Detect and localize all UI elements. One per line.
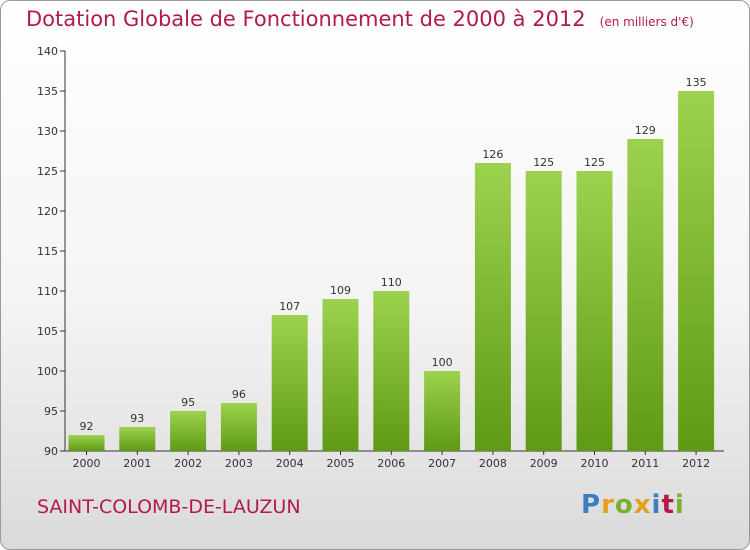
bar-value-label: 109	[330, 284, 351, 297]
chart-title: Dotation Globale de Fonctionnement de 20…	[26, 7, 586, 31]
bar-2006	[373, 291, 410, 451]
x-tick-label: 2003	[225, 457, 253, 470]
bar-value-label: 125	[533, 156, 554, 169]
bar-2009	[525, 171, 562, 451]
x-tick-label: 2007	[428, 457, 456, 470]
bar-value-label: 110	[381, 276, 402, 289]
bar-value-labels: 92 93 95 96 107 109 110 100 126 125 125 129 135	[80, 76, 707, 433]
bar-2001	[119, 427, 156, 451]
proxiti-logo: Proxiti	[581, 490, 685, 520]
y-tick-label: 135	[37, 85, 58, 98]
x-tick-label: 2011	[631, 457, 659, 470]
y-tick-label: 90	[44, 445, 58, 458]
y-axis: 90 95 100 105 110 115 120 125 130 135 140	[37, 45, 66, 458]
commune-name: SAINT-COLOMB-DE-LAUZUN	[37, 496, 301, 518]
x-tick-label: 2005	[327, 457, 355, 470]
bar-value-label: 100	[432, 356, 453, 369]
x-axis: 2000 2001 2002 2003 2004 2005 2006 2007 2008 2009…	[65, 450, 724, 470]
chart-unit: (en milliers d'€)	[599, 15, 694, 29]
x-tick-label: 2008	[479, 457, 507, 470]
x-tick-label: 2009	[530, 457, 558, 470]
bar-2007	[424, 371, 461, 451]
bar-value-label: 107	[279, 300, 300, 313]
y-tick-label: 105	[37, 325, 58, 338]
x-tick-label: 2001	[123, 457, 151, 470]
logo-letter: r	[601, 490, 615, 520]
y-tick-label: 115	[37, 245, 58, 258]
x-tick-label: 2004	[276, 457, 304, 470]
logo-letter: P	[581, 490, 602, 520]
bar-2012	[678, 91, 715, 451]
bar-value-label: 95	[181, 396, 195, 409]
x-tick-label: 2002	[174, 457, 202, 470]
logo-letter: t	[661, 490, 675, 520]
bar-2000	[68, 435, 105, 451]
bar-2004	[271, 315, 308, 451]
bar-value-label: 96	[232, 388, 246, 401]
logo-letter: o	[614, 490, 634, 520]
y-tick-label: 120	[37, 205, 58, 218]
y-tick-label: 110	[37, 285, 58, 298]
chart-title-block: Dotation Globale de Fonctionnement de 20…	[26, 7, 694, 31]
bar-value-label: 125	[584, 156, 605, 169]
x-tick-label: 2006	[377, 457, 405, 470]
bar-2011	[627, 139, 664, 451]
bar-value-label: 92	[80, 420, 94, 433]
x-tick-label: 2012	[682, 457, 710, 470]
x-tick-label: 2010	[581, 457, 609, 470]
bar-2003	[220, 403, 257, 451]
y-tick-label: 95	[44, 405, 58, 418]
y-tick-label: 140	[37, 45, 58, 58]
bar-value-label: 129	[635, 124, 656, 137]
bar-value-label: 93	[130, 412, 144, 425]
bar-2002	[170, 411, 207, 451]
bars	[68, 91, 715, 451]
bar-value-label: 126	[482, 148, 503, 161]
y-tick-label: 125	[37, 165, 58, 178]
logo-letter: i	[651, 490, 662, 520]
y-tick-label: 100	[37, 365, 58, 378]
logo-letter: x	[633, 490, 652, 520]
bar-value-label: 135	[686, 76, 707, 89]
bar-2008	[474, 163, 511, 451]
bar-2005	[322, 299, 359, 451]
logo-letter: i	[674, 490, 685, 520]
x-tick-label: 2000	[73, 457, 101, 470]
y-tick-label: 130	[37, 125, 58, 138]
bar-2010	[576, 171, 613, 451]
